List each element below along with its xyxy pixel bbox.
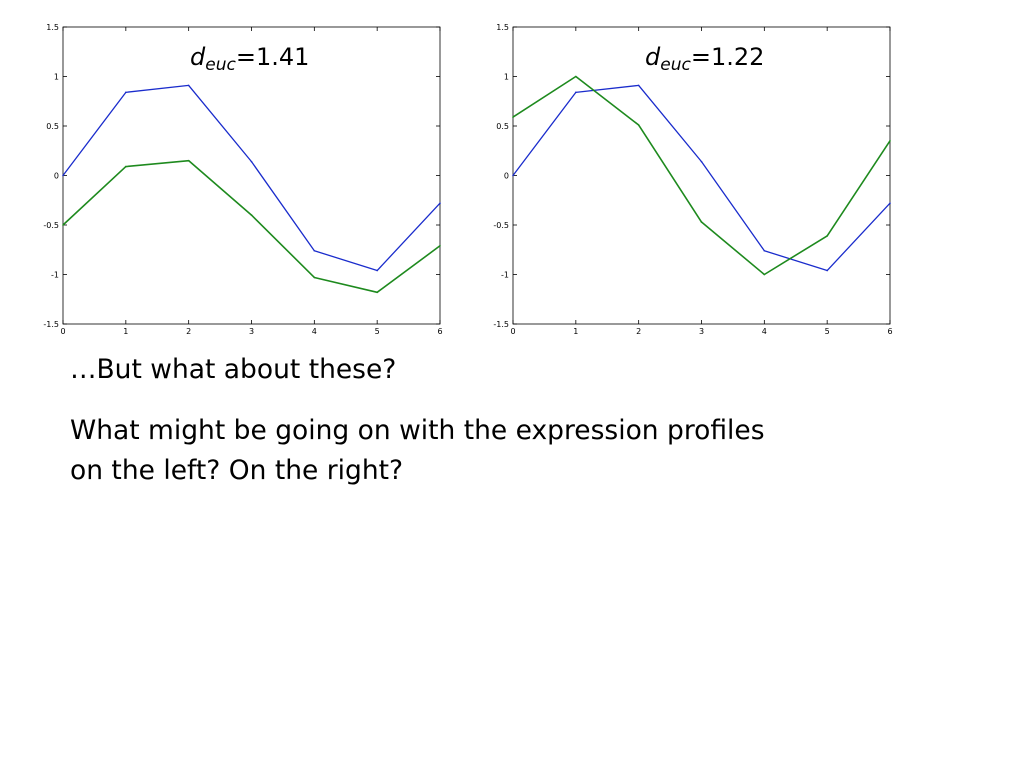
y-tick-label: 0 [504,172,509,181]
data-point [125,91,127,94]
x-tick-label: 2 [636,327,641,336]
data-point [512,174,514,177]
right-chart: 1.5 1 0.5 0 -0.5 -1 -1.5 0 1 2 3 4 5 6 [480,18,940,343]
y-tick-label: 1.5 [496,23,509,32]
x-tick-label: 5 [825,327,830,336]
data-point [575,91,577,94]
y-tick-label: 1 [54,73,59,82]
data-point [250,214,253,216]
data-point [889,202,891,205]
x-tick-label: 0 [60,327,65,336]
body-line-1: What might be going on with the expressi… [70,415,765,446]
data-point [826,269,828,272]
data-point [575,75,577,78]
plot-frame [62,26,441,325]
data-point [187,84,190,87]
x-tick-label: 2 [186,327,191,336]
left-chart: 1.5 1 0.5 0 -0.5 -1 -1.5 0 1 2 3 4 5 6 [30,18,490,343]
data-point [187,159,190,162]
data-point [763,273,766,276]
data-point [700,221,703,223]
distance-symbol: d [645,43,661,71]
x-tick-label: 4 [762,327,767,336]
body-text: What might be going on with the expressi… [70,411,950,491]
left-chart-svg: 1.510.50-0.5-1-1.50 1 2 3 4 5 6 [43,23,442,336]
x-tick-label: 5 [375,327,380,336]
right-chart-svg: 1.510.50-0.5-1-1.50 1 2 3 4 5 6 [493,23,892,336]
y-tick-label: 0 [54,172,59,181]
data-point [313,276,316,279]
y-tick-label: 1.5 [46,23,59,32]
data-point [125,165,127,168]
data-point [889,140,891,142]
data-point [439,244,441,247]
right-distance-label: deuc=1.22 [645,43,764,75]
data-point [313,249,316,252]
data-point [376,291,378,294]
data-point [763,249,766,252]
distance-value: =1.22 [690,43,765,71]
data-point [826,235,828,237]
data-point [637,84,640,87]
x-tick-label: 3 [699,327,704,336]
x-tick-label: 1 [573,327,578,336]
data-point [376,269,378,272]
data-point [439,202,441,205]
distance-subscript: euc [660,55,691,75]
distance-symbol: d [190,43,206,71]
body-line-2: on the left? On the right? [70,455,404,486]
data-point [62,174,64,177]
data-point [250,160,253,163]
y-tick-label: 0.5 [46,122,59,131]
x-tick-label: 1 [123,327,128,336]
y-tick-label: -1.5 [43,320,59,329]
x-tick-label: 0 [510,327,515,336]
question-text: …But what about these? [70,354,397,385]
data-point [62,224,64,226]
y-tick-label: 0.5 [496,122,509,131]
data-point [637,124,640,126]
distance-subscript: euc [205,55,236,75]
y-tick-label: 1 [504,73,509,82]
distance-value: =1.41 [235,43,310,71]
x-tick-label: 4 [312,327,317,336]
y-tick-label: -1 [51,271,59,280]
x-tick-label: 6 [887,327,892,336]
x-tick-label: 3 [249,327,254,336]
y-tick-label: -1 [501,271,509,280]
x-tick-label: 6 [437,327,442,336]
y-tick-label: -0.5 [43,221,59,230]
y-tick-label: -1.5 [493,320,509,329]
left-distance-label: deuc=1.41 [190,43,309,75]
y-tick-label: -0.5 [493,221,509,230]
data-point [700,160,703,163]
data-point [512,116,514,118]
